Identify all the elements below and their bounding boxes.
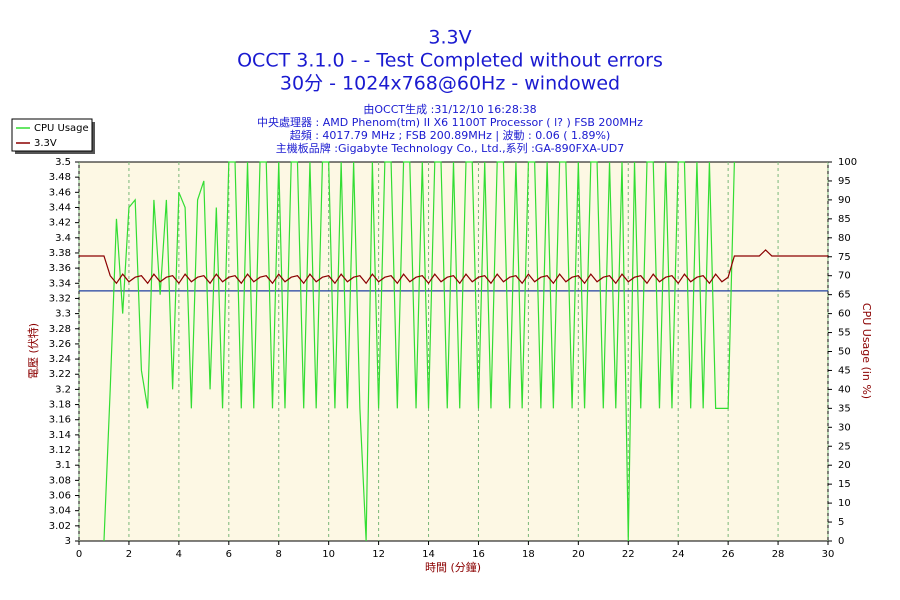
y2-axis-label: CPU Usage (in %) — [860, 303, 873, 399]
y-tick-label: 3.48 — [49, 172, 71, 183]
x-axis-label: 時間 (分鐘) — [425, 560, 481, 574]
info-line: 超頻 : 4017.79 MHz ; FSB 200.89MHz | 波動 : … — [290, 128, 611, 142]
y2-tick-label: 85 — [838, 214, 851, 225]
chart-subtitle: OCCT 3.1.0 - - Test Completed without er… — [237, 50, 663, 72]
x-tick-label: 0 — [76, 549, 82, 560]
series-line — [79, 249, 828, 285]
y2-tick-label: 40 — [838, 384, 851, 395]
x-tick-label: 2 — [126, 549, 132, 560]
y2-tick-label: 75 — [838, 252, 851, 263]
y-tick-label: 3.18 — [49, 400, 71, 411]
y-tick-label: 3.16 — [49, 415, 71, 426]
x-tick-label: 8 — [276, 549, 282, 560]
x-tick-label: 6 — [226, 549, 232, 560]
y-tick-label: 3.28 — [49, 324, 71, 335]
y2-tick-label: 55 — [838, 328, 851, 339]
y-tick-label: 3.4 — [55, 233, 71, 244]
y-tick-label: 3.26 — [49, 339, 71, 350]
y-tick-label: 3.34 — [49, 278, 71, 289]
y-tick-label: 3.46 — [49, 187, 71, 198]
x-tick-label: 12 — [372, 549, 385, 560]
y-axis-label: 電壓 (伏特) — [26, 323, 40, 379]
x-tick-label: 16 — [472, 549, 485, 560]
y2-tick-label: 90 — [838, 195, 851, 206]
y-tick-label: 3.5 — [55, 157, 71, 168]
y2-tick-label: 100 — [838, 157, 857, 168]
chart-title: 3.3V — [428, 27, 471, 49]
legend-label: CPU Usage — [34, 123, 89, 134]
y2-tick-label: 0 — [838, 536, 844, 547]
y-tick-label: 3.38 — [49, 248, 71, 259]
y2-tick-label: 20 — [838, 460, 851, 471]
y2-tick-label: 15 — [838, 479, 851, 490]
info-line: 中央處理器 : AMD Phenom(tm) II X6 1100T Proce… — [257, 115, 643, 129]
y2-tick-label: 25 — [838, 441, 851, 452]
y-tick-label: 3.24 — [49, 354, 71, 365]
legend-label: 3.3V — [34, 138, 57, 149]
y-tick-label: 3.2 — [55, 384, 71, 395]
y-tick-label: 3.02 — [49, 521, 71, 532]
x-tick-label: 26 — [722, 549, 735, 560]
y2-tick-label: 60 — [838, 309, 851, 320]
x-tick-label: 4 — [176, 549, 182, 560]
y-tick-label: 3.08 — [49, 475, 71, 486]
x-tick-label: 28 — [772, 549, 785, 560]
info-line: 由OCCT生成 :31/12/10 16:28:38 — [363, 102, 536, 116]
x-tick-label: 22 — [622, 549, 635, 560]
y2-tick-label: 10 — [838, 498, 851, 509]
x-tick-label: 30 — [822, 549, 835, 560]
y-tick-label: 3.32 — [49, 293, 71, 304]
x-tick-label: 20 — [572, 549, 585, 560]
y2-tick-label: 35 — [838, 403, 851, 414]
series-line — [103, 161, 735, 542]
y2-tick-label: 45 — [838, 365, 851, 376]
y-tick-label: 3.36 — [49, 263, 71, 274]
y-tick-label: 3.14 — [49, 430, 71, 441]
y-tick-label: 3.44 — [49, 202, 71, 213]
y-tick-label: 3.1 — [55, 460, 71, 471]
x-tick-label: 10 — [322, 549, 335, 560]
y2-tick-label: 80 — [838, 233, 851, 244]
y-tick-label: 3.04 — [49, 506, 71, 517]
x-tick-label: 14 — [422, 549, 435, 560]
x-tick-label: 18 — [522, 549, 535, 560]
y-tick-label: 3.12 — [49, 445, 71, 456]
y2-tick-label: 5 — [838, 517, 844, 528]
chart-subtitle: 30分 - 1024x768@60Hz - windowed — [280, 73, 620, 95]
y-tick-label: 3 — [65, 536, 71, 547]
y-tick-label: 3.3 — [55, 309, 71, 320]
plot-area — [78, 161, 829, 542]
y2-tick-label: 95 — [838, 176, 851, 187]
info-line: 主機板品牌 :Gigabyte Technology Co., Ltd.,系列 … — [276, 141, 624, 155]
y2-tick-label: 50 — [838, 347, 851, 358]
legend — [11, 118, 93, 152]
y2-tick-label: 30 — [838, 422, 851, 433]
y-tick-label: 3.22 — [49, 369, 71, 380]
x-tick-label: 24 — [672, 549, 685, 560]
y2-tick-label: 70 — [838, 271, 851, 282]
y-tick-label: 3.06 — [49, 491, 71, 502]
y2-tick-label: 65 — [838, 290, 851, 301]
y-tick-label: 3.42 — [49, 218, 71, 229]
